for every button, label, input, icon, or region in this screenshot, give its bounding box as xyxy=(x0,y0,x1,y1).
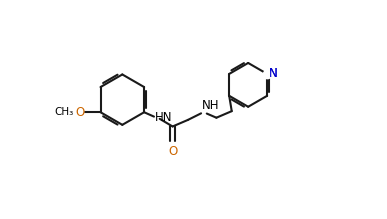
Text: NH: NH xyxy=(202,99,219,112)
Text: N: N xyxy=(269,67,277,80)
Text: N: N xyxy=(269,67,277,80)
Text: CH₃: CH₃ xyxy=(54,107,73,117)
Text: O: O xyxy=(168,145,177,158)
Text: HN: HN xyxy=(154,111,172,124)
Text: O: O xyxy=(76,106,85,119)
